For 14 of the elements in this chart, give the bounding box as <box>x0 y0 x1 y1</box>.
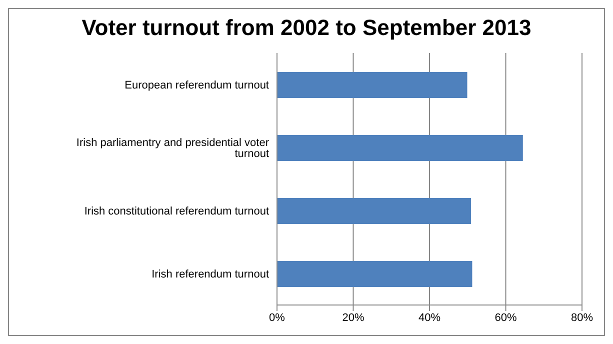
bar <box>277 72 468 98</box>
chart-title: Voter turnout from 2002 to September 2013 <box>80 15 532 42</box>
y-tick-label: Irish constitutional referendum turnout <box>84 205 269 218</box>
x-tick-label: 20% <box>342 312 364 324</box>
bar <box>277 261 472 287</box>
x-tick-label: 60% <box>494 312 517 324</box>
bar <box>277 135 523 161</box>
x-tick-label: 0% <box>269 312 286 324</box>
x-tick-label: 40% <box>418 312 441 324</box>
bar <box>277 198 472 224</box>
y-tick-label: Irish referendum turnout <box>152 268 269 280</box>
y-tick-label: Irish parliamentry and presidential voter turnout <box>76 136 270 160</box>
x-tick-label: 80% <box>570 312 594 324</box>
y-tick-label: European referendum turnout <box>124 79 269 92</box>
